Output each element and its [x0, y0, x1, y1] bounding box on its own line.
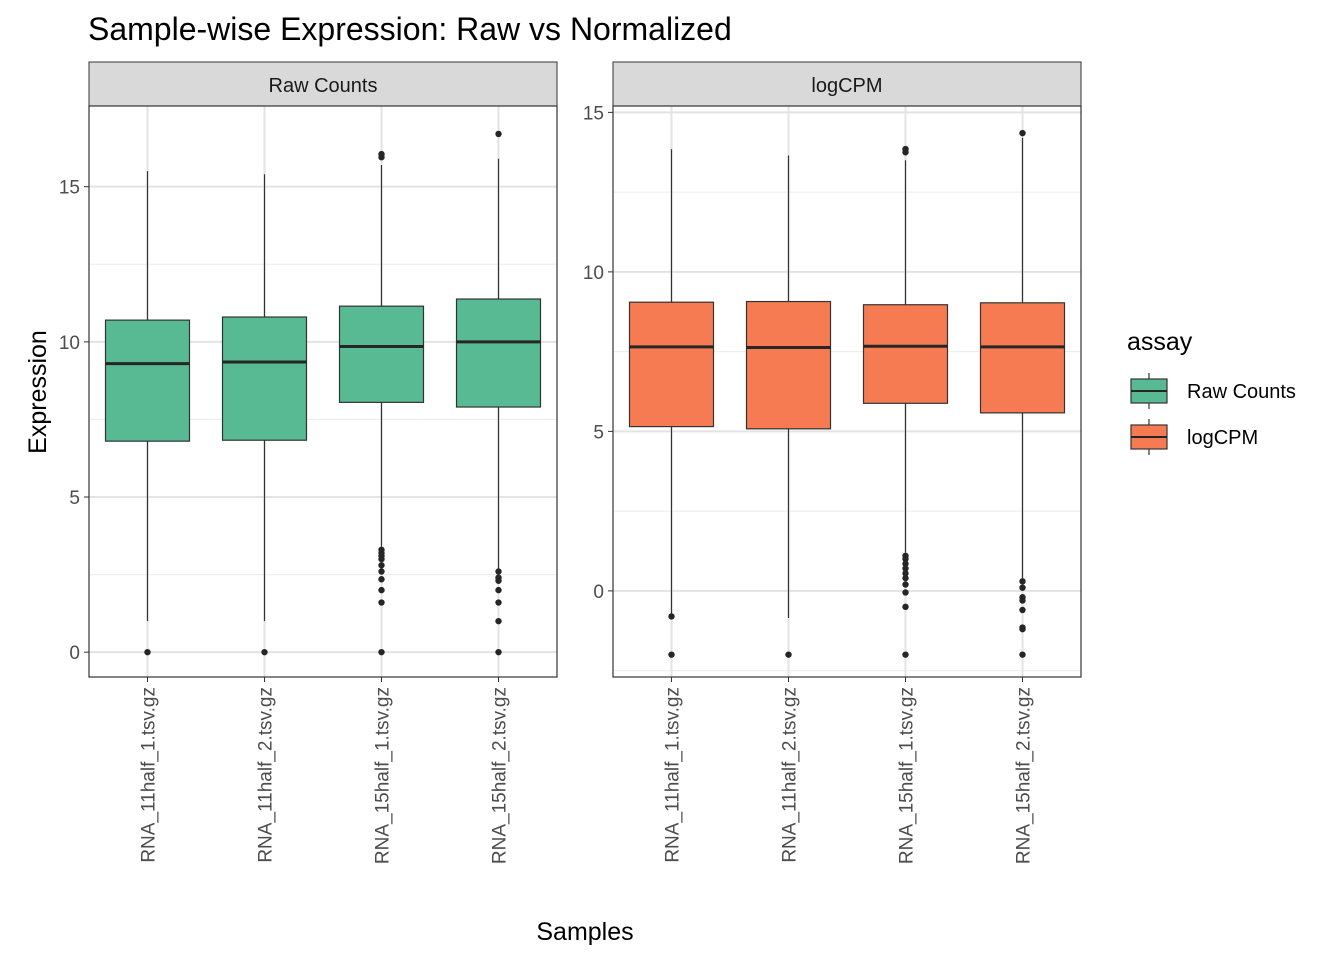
outlier-point	[144, 648, 151, 656]
legend-label: logCPM	[1187, 427, 1258, 449]
x-tick-label: RNA_11half_2.tsv.gz	[256, 687, 277, 863]
outlier-point	[378, 562, 385, 569]
box-iqr	[862, 304, 949, 404]
legend-label: Raw Counts	[1187, 381, 1296, 403]
box-RNA_15half_2.tsv.gz	[979, 129, 1066, 658]
outlier-point	[902, 570, 909, 577]
outlier-point	[495, 130, 502, 138]
outlier-point	[902, 145, 909, 153]
box-iqr	[338, 305, 425, 403]
y-tick-label: 0	[69, 643, 80, 664]
facet-strip-label: logCPM	[811, 75, 882, 97]
outlier-point	[378, 599, 385, 606]
y-tick-label: 0	[593, 582, 604, 603]
facet-panels: Raw Counts 0 5 10 15 RNA_11half_1.tsv.gz RNA_1…	[59, 61, 1082, 864]
outlier-point	[1019, 584, 1026, 591]
box-RNA_11half_2.tsv.gz	[745, 155, 832, 658]
outlier-point	[378, 150, 385, 158]
box-iqr	[455, 298, 542, 408]
outlier-point	[902, 603, 909, 611]
y-tick-label: 5	[69, 488, 80, 509]
outlier-point	[902, 589, 909, 596]
y-tick-label: 10	[583, 263, 604, 284]
outlier-point	[902, 651, 909, 658]
outlier-point	[495, 648, 502, 656]
y-tick-label: 5	[593, 422, 604, 443]
facet-panel-1: Raw Counts 0 5 10 15 RNA_11half_1.tsv.gz RNA_1…	[59, 61, 558, 864]
outlier-point	[902, 555, 909, 563]
outlier-point	[1019, 578, 1026, 585]
x-tick-label: RNA_11half_1.tsv.gz	[139, 687, 160, 863]
y-tick-label: 15	[59, 178, 80, 199]
box-iqr	[221, 316, 308, 441]
box-iqr	[628, 301, 715, 428]
panel-border	[612, 105, 1082, 678]
panel-border	[88, 105, 558, 678]
facet-strip-label: Raw Counts	[269, 75, 378, 97]
legend-item-1: Raw Counts	[1130, 373, 1296, 409]
outlier-point	[668, 613, 675, 620]
x-axis-title: Samples	[536, 918, 633, 946]
box-RNA_11half_1.tsv.gz	[628, 149, 715, 658]
outlier-point	[902, 574, 909, 582]
outlier-point	[495, 599, 502, 606]
x-tick-label: RNA_11half_1.tsv.gz	[663, 687, 684, 863]
box-iqr	[979, 302, 1066, 414]
outlier-point	[495, 577, 502, 584]
legend-title: assay	[1127, 328, 1193, 356]
outlier-point	[378, 576, 385, 583]
facet-strip	[612, 61, 1082, 107]
facet-panel-2: logCPM 0 5 10 15 RNA_11half_1.tsv.gz RNA_11hal…	[583, 61, 1082, 864]
legend: assay Raw Counts logCPM	[1127, 328, 1296, 455]
x-tick-label: RNA_15half_1.tsv.gz	[897, 687, 918, 864]
x-tick-label: RNA_15half_2.tsv.gz	[1014, 687, 1035, 864]
outlier-point	[378, 555, 385, 563]
legend-item-2: logCPM	[1130, 419, 1258, 455]
box-RNA_15half_1.tsv.gz	[862, 145, 949, 658]
outlier-point	[1019, 129, 1026, 137]
x-tick-label: RNA_11half_2.tsv.gz	[780, 687, 801, 863]
outlier-point	[378, 586, 385, 594]
outlier-point	[261, 648, 268, 656]
box-RNA_15half_2.tsv.gz	[455, 130, 542, 656]
box-RNA_11half_2.tsv.gz	[221, 174, 308, 656]
chart-title: Sample-wise Expression: Raw vs Normalize…	[88, 11, 732, 47]
x-tick-label: RNA_15half_2.tsv.gz	[490, 687, 511, 864]
outlier-point	[495, 617, 502, 625]
outlier-point	[902, 581, 909, 588]
outlier-point	[495, 586, 502, 594]
outlier-point	[902, 565, 909, 572]
outlier-point	[378, 648, 385, 656]
outlier-point	[1019, 651, 1026, 658]
facet-strip	[88, 61, 558, 107]
outlier-point	[1019, 625, 1026, 633]
box-RNA_15half_1.tsv.gz	[338, 150, 425, 656]
y-tick-label: 15	[583, 103, 604, 124]
y-axis-title: Expression	[24, 330, 52, 454]
outlier-point	[495, 568, 502, 575]
outlier-point	[1019, 597, 1026, 604]
outlier-point	[902, 560, 909, 567]
outlier-point	[785, 651, 792, 658]
box-iqr	[104, 319, 191, 442]
box-iqr	[745, 300, 832, 430]
outlier-point	[1019, 606, 1026, 614]
outlier-point	[378, 568, 385, 575]
outlier-point	[668, 651, 675, 658]
x-tick-label: RNA_15half_1.tsv.gz	[373, 687, 394, 864]
y-tick-label: 10	[59, 333, 80, 354]
box-RNA_11half_1.tsv.gz	[104, 171, 191, 656]
